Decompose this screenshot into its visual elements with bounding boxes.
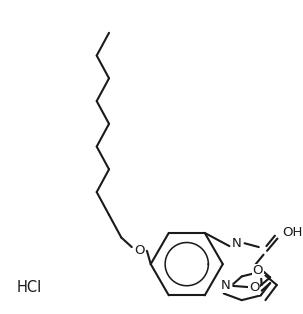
Text: OH: OH [282,226,303,239]
Text: N: N [221,279,231,292]
Text: O: O [134,244,145,257]
Text: N: N [232,237,242,250]
Text: O: O [253,264,263,277]
Text: HCl: HCl [17,280,42,295]
Text: O: O [249,281,259,294]
